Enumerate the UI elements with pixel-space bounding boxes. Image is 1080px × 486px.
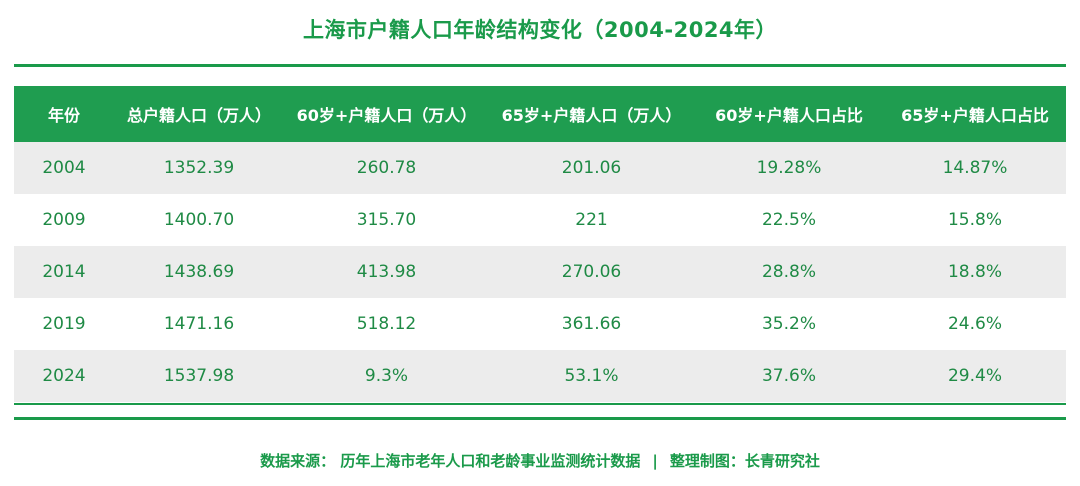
table-cell: 2009 [14, 194, 114, 246]
credit-note: 整理制图：长青研究社 [669, 452, 820, 470]
table-cell: 518.12 [284, 298, 489, 350]
table-cell: 1400.70 [114, 194, 284, 246]
table-header-row: 年份 总户籍人口（万人） 60岁+户籍人口（万人） 65岁+户籍人口（万人） 6… [14, 86, 1066, 142]
table-cell: 2019 [14, 298, 114, 350]
source-note: 数据来源： 历年上海市老年人口和老龄事业监测统计数据 [260, 452, 641, 470]
table-cell: 270.06 [489, 246, 694, 298]
footer: 数据来源： 历年上海市老年人口和老龄事业监测统计数据 | 整理制图：长青研究社 [0, 450, 1080, 471]
column-header-60plus-share: 60岁+户籍人口占比 [694, 86, 884, 142]
table-cell: 1537.98 [114, 350, 284, 402]
column-header-total: 总户籍人口（万人） [114, 86, 284, 142]
table-row: 2024 1537.98 9.3% 53.1% 37.6% 29.4% [14, 350, 1066, 402]
table-cell: 260.78 [284, 142, 489, 194]
table-cell: 413.98 [284, 246, 489, 298]
table-row: 2019 1471.16 518.12 361.66 35.2% 24.6% [14, 298, 1066, 350]
table-cell: 53.1% [489, 350, 694, 402]
table-cell: 2014 [14, 246, 114, 298]
table-cell: 1471.16 [114, 298, 284, 350]
table-cell: 22.5% [694, 194, 884, 246]
table-cell: 37.6% [694, 350, 884, 402]
table-cell: 221 [489, 194, 694, 246]
table-cell: 2024 [14, 350, 114, 402]
table-cell: 24.6% [884, 298, 1066, 350]
table-cell: 315.70 [284, 194, 489, 246]
table-cell: 1438.69 [114, 246, 284, 298]
top-divider [14, 64, 1066, 67]
data-table: 年份 总户籍人口（万人） 60岁+户籍人口（万人） 65岁+户籍人口（万人） 6… [14, 86, 1066, 402]
table-cell: 28.8% [694, 246, 884, 298]
table-cell: 14.87% [884, 142, 1066, 194]
table-cell: 15.8% [884, 194, 1066, 246]
table-cell: 19.28% [694, 142, 884, 194]
table-row: 2004 1352.39 260.78 201.06 19.28% 14.87% [14, 142, 1066, 194]
table-row: 2009 1400.70 315.70 221 22.5% 15.8% [14, 194, 1066, 246]
bottom-divider-thick [14, 417, 1066, 420]
table-cell: 1352.39 [114, 142, 284, 194]
table-cell: 361.66 [489, 298, 694, 350]
table-cell: 201.06 [489, 142, 694, 194]
page-title: 上海市户籍人口年龄结构变化（2004-2024年） [302, 18, 778, 42]
column-header-60plus: 60岁+户籍人口（万人） [284, 86, 489, 142]
table-cell: 2004 [14, 142, 114, 194]
column-header-year: 年份 [14, 86, 114, 142]
table-cell: 29.4% [884, 350, 1066, 402]
table-cell: 9.3% [284, 350, 489, 402]
column-header-65plus: 65岁+户籍人口（万人） [489, 86, 694, 142]
column-header-65plus-share: 65岁+户籍人口占比 [884, 86, 1066, 142]
table-cell: 35.2% [694, 298, 884, 350]
table-cell: 18.8% [884, 246, 1066, 298]
table-row: 2014 1438.69 413.98 270.06 28.8% 18.8% [14, 246, 1066, 298]
bottom-divider-thin [14, 403, 1066, 405]
footer-separator: | [652, 452, 658, 470]
